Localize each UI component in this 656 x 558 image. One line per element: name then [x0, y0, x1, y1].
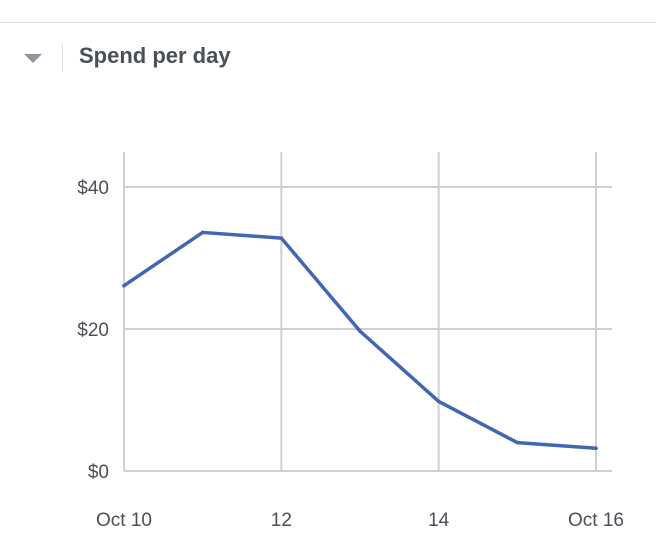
- data-point[interactable]: [358, 329, 362, 333]
- collapse-toggle[interactable]: [18, 46, 48, 70]
- y-tick-label: $20: [77, 320, 109, 341]
- spend-series-line: [122, 230, 598, 451]
- section-header: Spend per day: [0, 40, 656, 76]
- grid-lines: [123, 152, 612, 471]
- section-title: Spend per day: [79, 43, 231, 68]
- y-tick-label: $0: [88, 462, 109, 483]
- caret-down-icon: [24, 54, 42, 63]
- top-divider: [0, 22, 656, 23]
- tick-labels: $0 $20 $40 Oct 10 12 14 Oct 16: [77, 178, 624, 531]
- x-tick-label: 12: [271, 510, 292, 531]
- header-divider: [62, 44, 63, 72]
- data-point[interactable]: [436, 399, 441, 404]
- x-tick-label: 14: [428, 510, 450, 531]
- data-point[interactable]: [122, 283, 126, 288]
- series-layer: [122, 230, 598, 451]
- x-tick-label: Oct 16: [568, 510, 624, 531]
- data-point[interactable]: [200, 230, 205, 235]
- data-point[interactable]: [279, 236, 284, 240]
- x-tick-label: Oct 10: [96, 510, 152, 531]
- y-tick-label: $40: [77, 178, 109, 199]
- data-point[interactable]: [515, 440, 520, 445]
- data-point[interactable]: [594, 446, 598, 451]
